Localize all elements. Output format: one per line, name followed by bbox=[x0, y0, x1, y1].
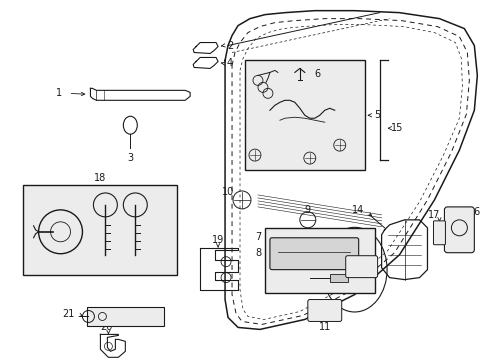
Text: 2: 2 bbox=[226, 41, 233, 50]
Text: 21: 21 bbox=[62, 310, 75, 319]
FancyBboxPatch shape bbox=[307, 300, 341, 321]
Text: 14: 14 bbox=[351, 205, 363, 215]
FancyBboxPatch shape bbox=[264, 228, 374, 293]
FancyBboxPatch shape bbox=[269, 238, 358, 270]
Text: 1: 1 bbox=[55, 88, 61, 98]
Text: 13: 13 bbox=[333, 245, 345, 255]
FancyBboxPatch shape bbox=[244, 60, 364, 170]
Text: 15: 15 bbox=[390, 123, 403, 133]
Text: 11: 11 bbox=[318, 323, 330, 332]
Text: 19: 19 bbox=[211, 235, 224, 245]
Text: 3: 3 bbox=[127, 153, 133, 163]
Text: 4: 4 bbox=[226, 58, 233, 68]
Text: 8: 8 bbox=[254, 248, 261, 258]
Text: 10: 10 bbox=[222, 187, 234, 197]
Text: 18: 18 bbox=[94, 173, 106, 183]
Text: 17: 17 bbox=[427, 210, 440, 220]
FancyBboxPatch shape bbox=[87, 306, 164, 327]
FancyBboxPatch shape bbox=[345, 256, 377, 278]
Text: 9: 9 bbox=[304, 205, 310, 215]
Text: 20: 20 bbox=[100, 323, 112, 332]
Text: 6: 6 bbox=[314, 69, 320, 80]
Text: 16: 16 bbox=[468, 207, 481, 217]
FancyBboxPatch shape bbox=[432, 221, 445, 245]
FancyBboxPatch shape bbox=[444, 207, 473, 253]
Text: 7: 7 bbox=[254, 232, 261, 242]
Bar bbox=[329, 274, 347, 282]
Text: 5: 5 bbox=[374, 110, 380, 120]
FancyBboxPatch shape bbox=[22, 185, 177, 275]
